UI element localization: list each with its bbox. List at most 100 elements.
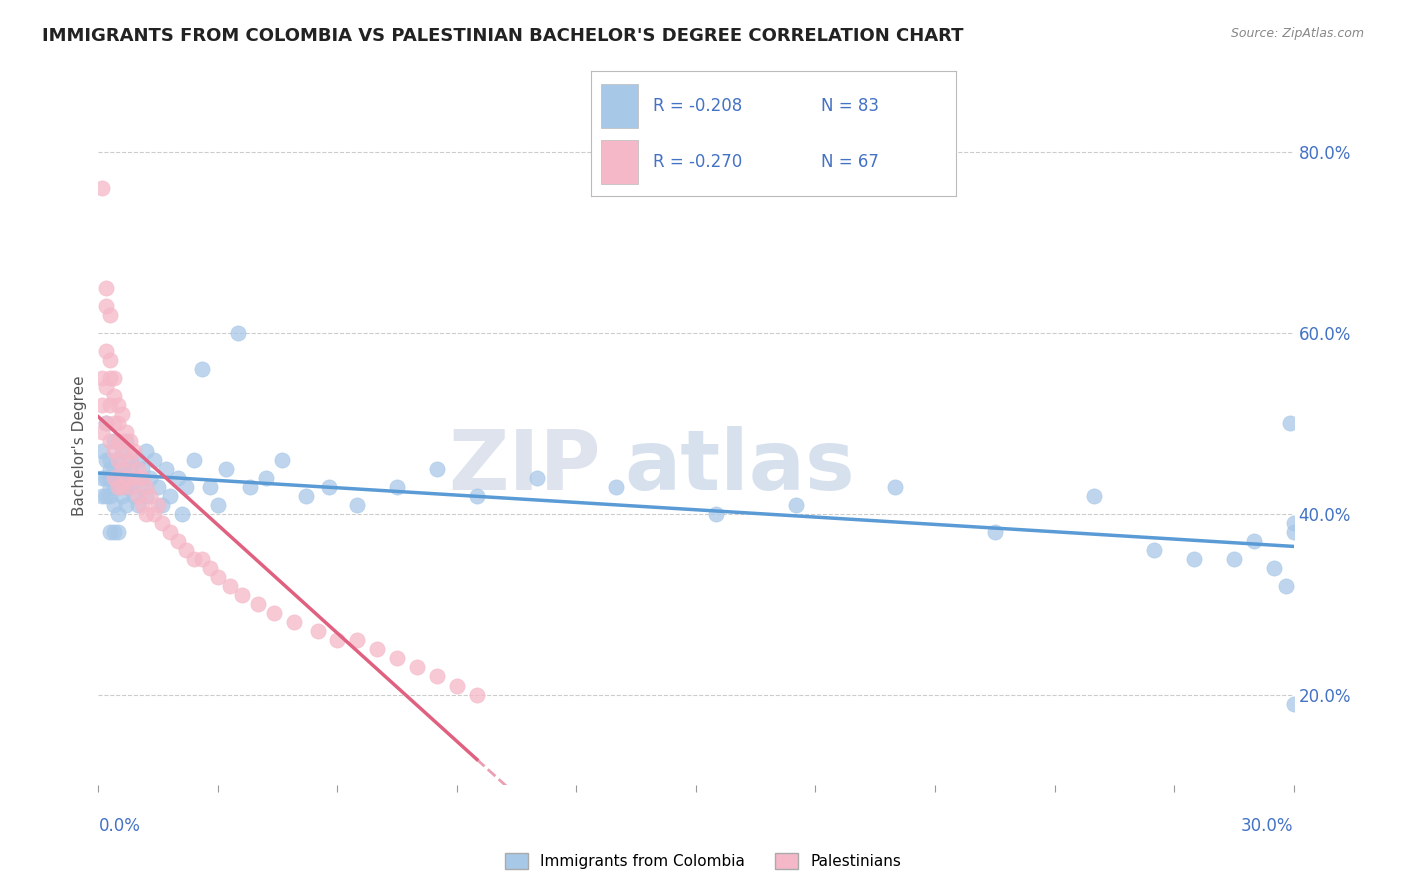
Point	[318, 480, 340, 494]
Point	[96, 417, 118, 431]
Point	[111, 480, 134, 494]
Point	[148, 480, 170, 494]
Point	[100, 371, 122, 385]
Point	[143, 507, 166, 521]
Point	[219, 579, 242, 593]
Point	[139, 470, 162, 484]
Point	[120, 480, 142, 494]
Point	[605, 480, 627, 494]
Point	[785, 498, 807, 512]
Text: R = -0.208: R = -0.208	[652, 96, 742, 115]
Point	[246, 597, 269, 611]
Point	[294, 489, 316, 503]
Point	[131, 480, 153, 494]
Point	[155, 461, 177, 475]
Point	[884, 480, 907, 494]
Point	[1182, 552, 1205, 566]
Point	[111, 408, 134, 422]
Point	[263, 606, 285, 620]
Point	[346, 498, 368, 512]
Point	[307, 624, 329, 639]
Point	[1282, 697, 1305, 711]
Point	[135, 507, 157, 521]
Point	[91, 470, 114, 484]
Point	[103, 480, 125, 494]
Legend: Immigrants from Colombia, Palestinians: Immigrants from Colombia, Palestinians	[499, 847, 907, 875]
Point	[1274, 579, 1296, 593]
Point	[183, 552, 205, 566]
Point	[124, 443, 146, 458]
Point	[150, 498, 173, 512]
Point	[139, 489, 162, 503]
Point	[127, 489, 149, 503]
Point	[1278, 417, 1301, 431]
Point	[135, 443, 157, 458]
Point	[107, 398, 129, 412]
Point	[100, 434, 122, 449]
Point	[103, 434, 125, 449]
Point	[1263, 561, 1285, 575]
Point	[107, 452, 129, 467]
Point	[159, 524, 181, 539]
Point	[111, 489, 134, 503]
Point	[103, 371, 125, 385]
Point	[111, 443, 134, 458]
Point	[143, 452, 166, 467]
Point	[111, 434, 134, 449]
Point	[167, 533, 190, 548]
Point	[111, 461, 134, 475]
Point	[115, 470, 138, 484]
Point	[100, 452, 122, 467]
Point	[426, 669, 449, 683]
Point	[107, 524, 129, 539]
Point	[115, 443, 138, 458]
Point	[191, 552, 214, 566]
Point	[107, 507, 129, 521]
Point	[96, 489, 118, 503]
Point	[231, 588, 253, 602]
Point	[96, 281, 118, 295]
Point	[135, 480, 157, 494]
Point	[91, 443, 114, 458]
Point	[127, 498, 149, 512]
Point	[100, 480, 122, 494]
Point	[198, 561, 221, 575]
Point	[366, 642, 388, 657]
Point	[96, 417, 118, 431]
Point	[96, 470, 118, 484]
Point	[124, 470, 146, 484]
Point	[183, 452, 205, 467]
Point	[120, 461, 142, 475]
Text: N = 83: N = 83	[821, 96, 879, 115]
Point	[100, 308, 122, 322]
Bar	[602, 84, 638, 128]
Point	[526, 470, 548, 484]
Point	[96, 344, 118, 359]
Point	[107, 480, 129, 494]
Point	[120, 480, 142, 494]
Point	[159, 489, 181, 503]
Point	[172, 507, 194, 521]
Point	[346, 633, 368, 648]
Point	[167, 470, 190, 484]
Point	[100, 470, 122, 484]
Point	[107, 470, 129, 484]
Point	[198, 480, 221, 494]
Point	[96, 452, 118, 467]
Point	[91, 425, 114, 440]
Text: atlas: atlas	[624, 425, 855, 507]
Point	[1282, 524, 1305, 539]
Point	[111, 470, 134, 484]
Point	[131, 470, 153, 484]
Point	[103, 389, 125, 403]
Point	[115, 425, 138, 440]
Point	[215, 461, 238, 475]
Y-axis label: Bachelor's Degree: Bachelor's Degree	[72, 376, 87, 516]
Point	[103, 443, 125, 458]
Point	[91, 489, 114, 503]
Point	[270, 452, 292, 467]
Point	[406, 660, 429, 674]
Point	[120, 452, 142, 467]
Point	[127, 461, 149, 475]
Point	[120, 434, 142, 449]
